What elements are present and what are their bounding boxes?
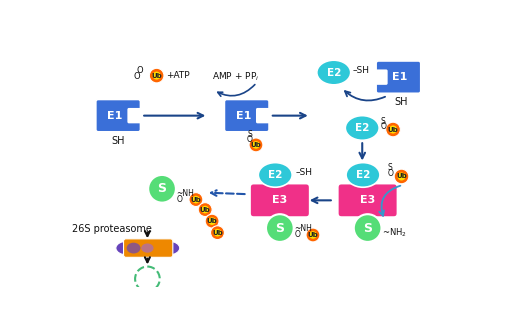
Circle shape [149,68,164,83]
Text: SH: SH [111,136,125,146]
FancyBboxPatch shape [224,99,269,132]
FancyBboxPatch shape [376,61,421,93]
Text: +ATP: +ATP [166,71,189,80]
Text: E2: E2 [327,68,341,78]
Text: O: O [247,135,253,144]
Circle shape [208,217,216,225]
Text: ~NH: ~NH [295,223,312,232]
Text: E1: E1 [236,111,251,121]
FancyBboxPatch shape [375,70,388,85]
Text: O: O [381,122,386,131]
FancyBboxPatch shape [337,184,398,217]
Text: E2: E2 [355,123,369,133]
Circle shape [211,226,224,240]
Circle shape [192,196,200,204]
Circle shape [266,214,294,242]
Text: Ub: Ub [251,142,262,148]
FancyBboxPatch shape [256,108,271,123]
FancyBboxPatch shape [127,108,143,123]
Ellipse shape [259,163,292,187]
Text: 26S proteasome: 26S proteasome [72,224,152,234]
Text: O: O [133,72,140,81]
Circle shape [201,206,209,213]
Ellipse shape [157,241,180,255]
Circle shape [189,193,203,206]
Text: Ub: Ub [396,174,407,179]
Text: E3: E3 [272,195,287,205]
Text: Ub: Ub [388,127,398,132]
Circle shape [205,214,219,228]
FancyBboxPatch shape [96,99,140,132]
Text: Ub: Ub [207,218,217,224]
Text: SH: SH [395,97,408,107]
Ellipse shape [317,60,351,85]
FancyBboxPatch shape [250,184,310,217]
Text: S: S [276,222,284,234]
Text: ~NH: ~NH [176,189,195,198]
Text: Ub: Ub [190,196,201,203]
Text: S: S [388,164,392,173]
Circle shape [354,214,381,242]
Circle shape [148,175,176,203]
Text: O: O [176,195,183,204]
Circle shape [386,122,400,137]
Circle shape [397,173,406,181]
Text: E1: E1 [392,72,408,82]
Ellipse shape [346,163,380,187]
Text: S: S [248,130,252,138]
Circle shape [309,231,317,239]
Text: Ub: Ub [308,232,318,238]
Text: –SH: –SH [352,66,369,75]
Text: –SH: –SH [295,168,312,177]
Text: Ub: Ub [200,207,211,213]
Text: S: S [157,182,167,195]
Ellipse shape [345,116,379,140]
Ellipse shape [116,241,139,255]
Text: O: O [295,230,300,239]
FancyBboxPatch shape [123,239,173,257]
Circle shape [198,203,212,216]
Circle shape [389,126,397,134]
Text: E2: E2 [268,170,282,180]
Text: O: O [388,169,394,178]
Text: O: O [136,66,143,75]
Circle shape [394,169,409,184]
Ellipse shape [126,243,140,253]
Ellipse shape [141,243,154,253]
Circle shape [252,141,260,149]
Circle shape [214,229,221,236]
Circle shape [306,228,320,242]
Circle shape [153,71,160,80]
Text: S: S [363,222,372,234]
Text: E1: E1 [107,111,123,121]
Text: S: S [381,117,385,126]
Text: ~NH$_2$: ~NH$_2$ [382,226,407,239]
Text: AMP + PP$_i$: AMP + PP$_i$ [212,71,259,83]
Text: Ub: Ub [151,72,162,79]
Text: E2: E2 [356,170,370,180]
Circle shape [249,138,263,152]
Text: E3: E3 [360,195,375,205]
Text: Ub: Ub [212,230,223,236]
